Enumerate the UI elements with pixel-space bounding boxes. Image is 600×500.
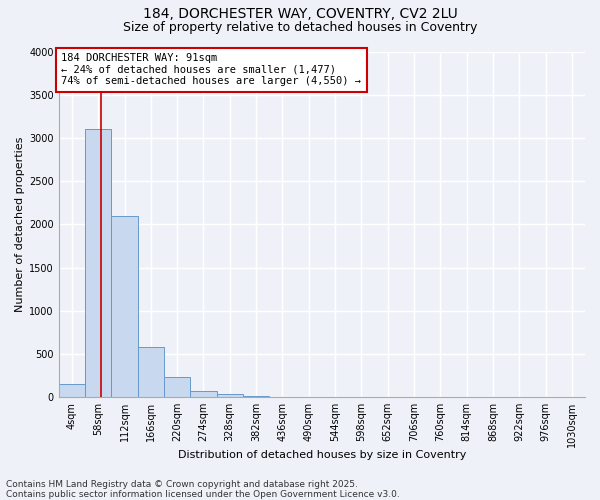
Bar bbox=[164, 377, 190, 397]
Bar bbox=[217, 394, 243, 397]
Text: Size of property relative to detached houses in Coventry: Size of property relative to detached ho… bbox=[123, 21, 477, 34]
Bar bbox=[112, 216, 138, 397]
Bar bbox=[190, 391, 217, 397]
Text: Contains HM Land Registry data © Crown copyright and database right 2025.
Contai: Contains HM Land Registry data © Crown c… bbox=[6, 480, 400, 499]
Text: 184 DORCHESTER WAY: 91sqm
← 24% of detached houses are smaller (1,477)
74% of se: 184 DORCHESTER WAY: 91sqm ← 24% of detac… bbox=[61, 53, 361, 86]
X-axis label: Distribution of detached houses by size in Coventry: Distribution of detached houses by size … bbox=[178, 450, 466, 460]
Text: 184, DORCHESTER WAY, COVENTRY, CV2 2LU: 184, DORCHESTER WAY, COVENTRY, CV2 2LU bbox=[143, 8, 457, 22]
Bar bbox=[138, 347, 164, 397]
Bar bbox=[59, 384, 85, 397]
Bar bbox=[243, 396, 269, 397]
Bar bbox=[85, 130, 112, 397]
Y-axis label: Number of detached properties: Number of detached properties bbox=[15, 136, 25, 312]
